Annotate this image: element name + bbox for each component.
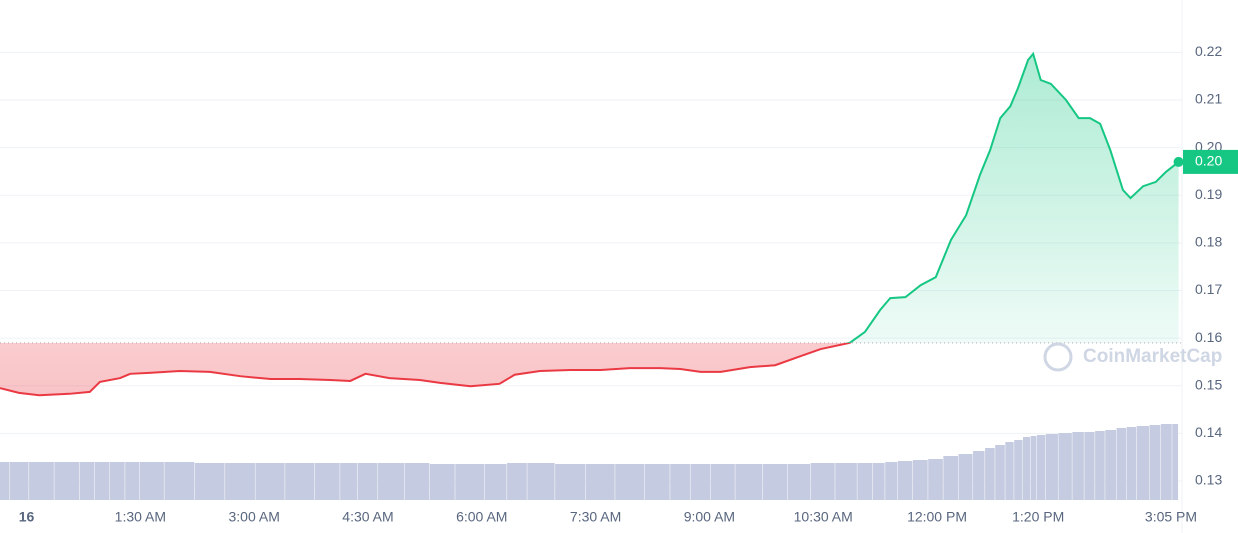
volume-bar	[164, 462, 195, 500]
price-tag	[1183, 149, 1238, 174]
volume-bar	[885, 462, 898, 500]
volume-bar	[357, 463, 377, 500]
volume-bar	[29, 462, 54, 500]
y-tick-label: 0.17	[1195, 281, 1222, 297]
volume-bar	[1030, 436, 1037, 500]
y-tick-label: 0.19	[1195, 186, 1222, 202]
volume-bar	[585, 464, 615, 500]
volume-bar	[810, 463, 835, 500]
volume-bar	[644, 464, 670, 500]
volume-bar	[872, 463, 885, 500]
volume-bar	[1045, 434, 1058, 500]
volume-bar	[897, 461, 913, 500]
watermark-logo	[1043, 342, 1073, 372]
volume-bar	[1023, 437, 1031, 500]
y-tick-label: 0.21	[1195, 91, 1222, 107]
price-tag-label: 0.20	[1195, 153, 1222, 169]
volume-bar	[857, 463, 873, 500]
volume-bar	[762, 464, 788, 500]
x-tick-label: 6:00 AM	[456, 509, 507, 525]
volume-bar	[1172, 424, 1179, 500]
x-tick-label: 1:20 PM	[1012, 509, 1064, 525]
volume-bar	[527, 463, 555, 500]
volume-bar	[79, 462, 95, 500]
volume-bar	[787, 464, 811, 500]
x-tick-label: 3:05 PM	[1145, 509, 1197, 525]
volume-bar	[125, 462, 140, 500]
volume-bar	[1095, 431, 1105, 500]
volume-bar	[9, 462, 29, 500]
volume-bar	[943, 456, 959, 500]
y-tick-label: 0.13	[1195, 472, 1222, 488]
volume-bar	[1105, 430, 1117, 500]
volume-bar	[1036, 435, 1046, 500]
volume-bar	[1005, 442, 1014, 500]
volume-bar	[555, 464, 585, 500]
area-down	[0, 342, 850, 396]
last-point	[1173, 156, 1184, 167]
volume-bar	[1136, 426, 1149, 500]
volume-bar	[985, 448, 995, 500]
volume-bar	[1072, 432, 1084, 500]
volume-bar	[1149, 425, 1161, 500]
x-tick-label: 16	[19, 509, 35, 525]
volume-bar	[1014, 440, 1023, 500]
volume-bar	[507, 463, 527, 500]
x-tick-label: 12:00 PM	[907, 509, 967, 525]
volume-bar	[484, 464, 507, 500]
volume-bar	[958, 454, 973, 500]
x-tick-label: 1:30 AM	[115, 509, 166, 525]
volume-bar	[615, 464, 645, 500]
price-line-up	[844, 51, 1180, 343]
y-tick-label: 0.15	[1195, 376, 1222, 392]
y-tick-label: 0.18	[1195, 234, 1222, 250]
volume-bar	[973, 451, 985, 500]
volume-bar	[455, 464, 485, 500]
volume-bar	[110, 462, 125, 500]
volume-bar	[1160, 424, 1172, 500]
volume-bar	[94, 462, 110, 500]
volume-bar	[404, 463, 430, 500]
volume-bar	[835, 463, 857, 500]
volume-bar	[225, 463, 255, 500]
x-tick-label: 9:00 AM	[684, 509, 735, 525]
volume-bar	[340, 463, 358, 500]
volume-bar	[690, 464, 711, 500]
volume-bar	[314, 463, 340, 500]
x-tick-label: 7:30 AM	[570, 509, 621, 525]
volume-bar	[670, 464, 690, 500]
volume-bar	[54, 462, 80, 500]
y-tick-label: 0.22	[1195, 43, 1222, 59]
y-tick-label: 0.16	[1195, 329, 1222, 345]
volume-bar	[928, 459, 943, 500]
volume-bar	[139, 462, 164, 500]
area-up	[0, 53, 1179, 343]
x-tick-label: 3:00 AM	[228, 509, 279, 525]
volume-bar	[1084, 432, 1095, 500]
volume-bar	[1058, 433, 1072, 500]
watermark: CoinMarketCap	[1083, 346, 1222, 367]
volume-bar	[995, 445, 1005, 500]
volume-bar	[735, 464, 763, 500]
x-tick-label: 4:30 AM	[342, 509, 393, 525]
y-tick-label: 0.14	[1195, 424, 1222, 440]
volume-bar	[1116, 428, 1127, 500]
price-line-down	[0, 342, 852, 397]
volume-bar	[194, 463, 225, 500]
volume-bar	[0, 462, 9, 500]
volume-bar	[377, 463, 405, 500]
volume-bar	[913, 460, 928, 500]
volume-bar	[1126, 427, 1137, 500]
volume-bar	[255, 463, 285, 500]
x-tick-label: 10:30 AM	[794, 509, 853, 525]
volume-bar	[429, 464, 455, 500]
volume-bar	[285, 463, 315, 500]
volume-bar	[710, 464, 735, 500]
